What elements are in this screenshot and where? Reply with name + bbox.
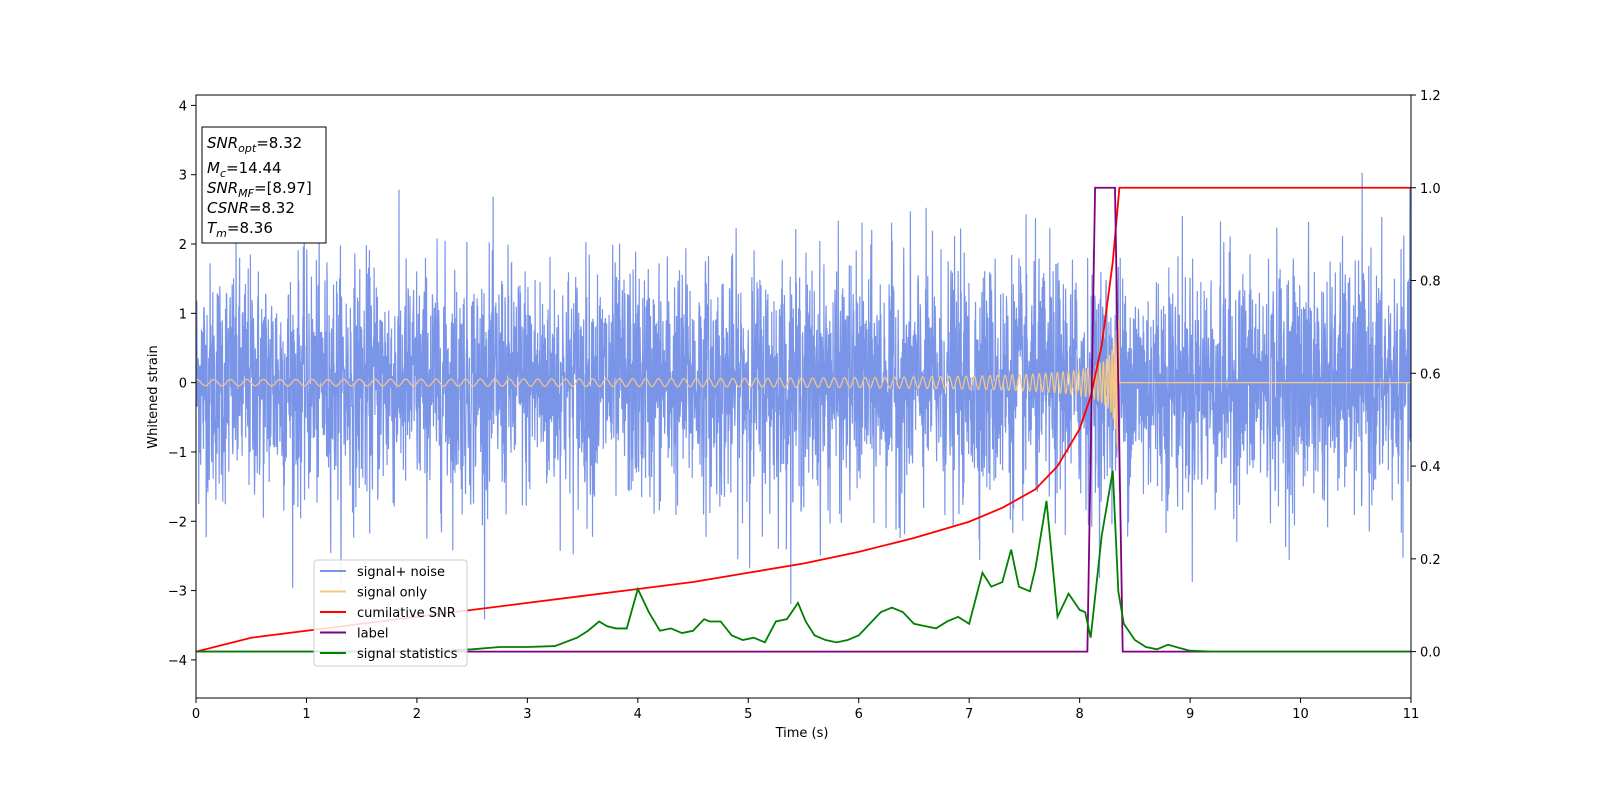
left-y-tick-label: −2 — [168, 515, 187, 530]
left-y-tick-label: −3 — [168, 585, 187, 600]
x-tick-label: 10 — [1292, 707, 1309, 722]
x-tick-label: 0 — [192, 707, 200, 722]
series-signal-plus-noise — [196, 172, 1411, 620]
right-y-tick-label: 1.2 — [1420, 89, 1441, 104]
x-axis-ticks: 0 1 2 3 4 5 6 7 8 9 10 11 — [192, 698, 1419, 722]
series-label — [196, 186, 1411, 653]
x-tick-label: 7 — [965, 707, 973, 722]
stats-box: SNRopt=8.32 Mc=14.44 SNRMF=[8.97] CSNR=8… — [201, 126, 327, 244]
left-y-tick-label: 0 — [179, 377, 187, 392]
legend-label: signal only — [357, 586, 427, 601]
series-signal-statistics — [196, 470, 1411, 653]
left-y-axis-ticks: −4 −3 −2 −1 0 1 2 3 4 — [168, 99, 196, 669]
legend-label: signal statistics — [357, 647, 458, 662]
x-tick-label: 3 — [523, 707, 531, 722]
series-signal-only — [196, 313, 1411, 452]
stats-tm: Tm=8.36 — [207, 219, 273, 240]
x-tick-label: 4 — [634, 707, 642, 722]
x-tick-label: 9 — [1186, 707, 1194, 722]
left-y-tick-label: 3 — [179, 169, 187, 184]
x-axis-label: Time (s) — [775, 726, 829, 741]
legend-label: cumilative SNR — [357, 606, 456, 621]
left-y-tick-label: −4 — [168, 654, 187, 669]
x-tick-label: 5 — [744, 707, 752, 722]
right-y-tick-label: 0.6 — [1420, 367, 1441, 382]
x-tick-label: 11 — [1403, 707, 1420, 722]
plot-frame — [195, 94, 1412, 699]
legend: signal+ noise signal only cumilative SNR la… — [313, 559, 468, 667]
legend-label: label — [357, 627, 388, 642]
x-tick-label: 8 — [1075, 707, 1083, 722]
stats-csnr: CSNR=8.32 — [207, 199, 295, 217]
left-y-tick-label: 4 — [179, 99, 187, 114]
stats-mc: Mc=14.44 — [207, 159, 282, 180]
y-axis-label: Whitened strain — [146, 345, 161, 448]
left-y-tick-label: 2 — [179, 238, 187, 253]
legend-label: signal+ noise — [357, 565, 445, 580]
x-tick-label: 6 — [855, 707, 863, 722]
right-y-tick-label: 0.8 — [1420, 275, 1441, 290]
right-y-tick-label: 0.0 — [1420, 646, 1441, 661]
right-y-axis-ticks: 0.0 0.2 0.4 0.6 0.8 1.0 1.2 — [1411, 89, 1441, 661]
x-tick-label: 1 — [302, 707, 310, 722]
right-y-tick-label: 0.2 — [1420, 553, 1441, 568]
stats-snr-opt: SNRopt=8.32 — [207, 134, 302, 155]
left-y-tick-label: −1 — [168, 446, 187, 461]
right-y-tick-label: 0.4 — [1420, 460, 1441, 475]
stats-snr-mf: SNRMF=[8.97] — [207, 179, 312, 200]
right-y-tick-label: 1.0 — [1420, 182, 1441, 197]
left-y-tick-label: 1 — [179, 307, 187, 322]
x-tick-label: 2 — [413, 707, 421, 722]
